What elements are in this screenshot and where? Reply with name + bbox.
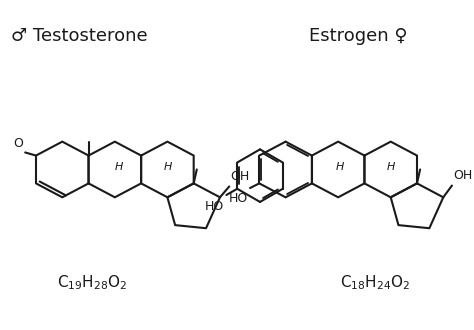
Text: H: H (336, 162, 345, 172)
Text: HO: HO (228, 192, 248, 205)
Text: O: O (13, 137, 23, 150)
Text: H: H (115, 162, 123, 172)
Text: ♂ Testosterone: ♂ Testosterone (10, 27, 147, 45)
Text: Estrogen ♀: Estrogen ♀ (309, 27, 407, 45)
Text: H: H (386, 162, 395, 172)
Text: $\mathregular{C_{18}H_{24}O_2}$: $\mathregular{C_{18}H_{24}O_2}$ (340, 274, 410, 292)
Text: $\mathregular{C_{19}H_{28}O_2}$: $\mathregular{C_{19}H_{28}O_2}$ (57, 274, 127, 292)
Text: H: H (164, 162, 173, 172)
Text: HO: HO (205, 200, 224, 213)
Text: OH: OH (230, 170, 249, 183)
Text: OH: OH (453, 169, 472, 182)
